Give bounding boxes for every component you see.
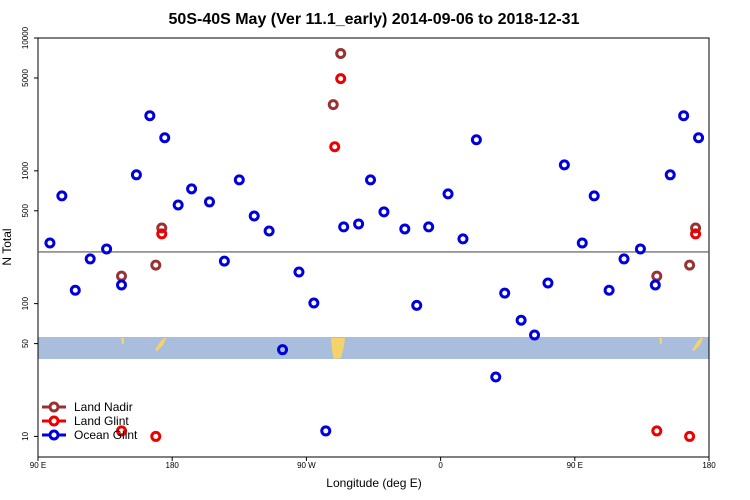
x-tick-label: 90 E [30,461,46,470]
point [150,259,162,271]
point [159,132,171,144]
point [353,218,365,230]
point [156,228,168,240]
y-tick-label: 50 [21,339,30,348]
point [529,329,541,341]
y-tick-label: 10 [21,431,30,440]
point [218,255,230,267]
point [651,270,663,282]
point [320,425,332,437]
point [116,425,128,437]
point [399,223,411,235]
chart-title: 50S-40S May (Ver 11.1_early) 2014-09-06 … [169,11,580,28]
point [365,174,377,186]
point [558,159,570,171]
point [411,299,423,311]
point [634,243,646,255]
point [335,73,347,85]
point [172,199,184,211]
point [69,284,81,296]
point [116,270,128,282]
x-tick-label: 90 E [567,461,583,470]
point [588,190,600,202]
point [470,134,482,146]
point [248,210,260,222]
point [693,132,705,144]
point [277,344,289,356]
point [684,430,696,442]
point [542,277,554,289]
y-tick-label: 1000 [21,161,30,179]
point [44,237,56,249]
point [664,169,676,181]
point [203,196,215,208]
point [156,222,168,234]
point [423,221,435,233]
point [576,237,588,249]
point [690,228,702,240]
point [651,425,663,437]
map-strip [38,337,709,359]
point [515,314,527,326]
point [690,222,702,234]
point [499,287,511,299]
point [490,371,502,383]
y-axis-label: N Total [0,228,14,265]
y-tick-label: 100 [21,296,30,310]
legend-label: Land Nadir [74,400,133,414]
point [56,190,68,202]
legend-marker [48,401,60,413]
point [603,284,615,296]
point [684,259,696,271]
point [618,253,630,265]
point [116,279,128,291]
point [327,99,339,111]
legend-marker [48,415,60,427]
y-tick-label: 10000 [21,26,30,49]
point [442,188,454,200]
legend-label: Ocean Glint [74,428,138,442]
point [649,279,661,291]
legend-label: Land Glint [74,414,129,428]
point [329,141,341,153]
y-tick-label: 5000 [21,69,30,87]
point [233,174,245,186]
x-tick-label: 0 [438,461,443,470]
x-tick-label: 180 [166,461,180,470]
y-tick-label: 500 [21,204,30,218]
point [338,221,350,233]
point [678,110,690,122]
x-axis-label: Longitude (deg E) [326,476,421,490]
plot-frame [37,37,710,458]
point [186,183,198,195]
point [150,430,162,442]
point [378,206,390,218]
point [263,225,275,237]
point [335,48,347,60]
point [130,169,142,181]
point [308,297,320,309]
point [84,253,96,265]
point [293,266,305,278]
x-tick-label: 180 [702,461,716,470]
point [144,110,156,122]
point [101,243,113,255]
legend-marker [48,429,60,441]
point [457,233,469,245]
x-tick-label: 90 W [297,461,316,470]
